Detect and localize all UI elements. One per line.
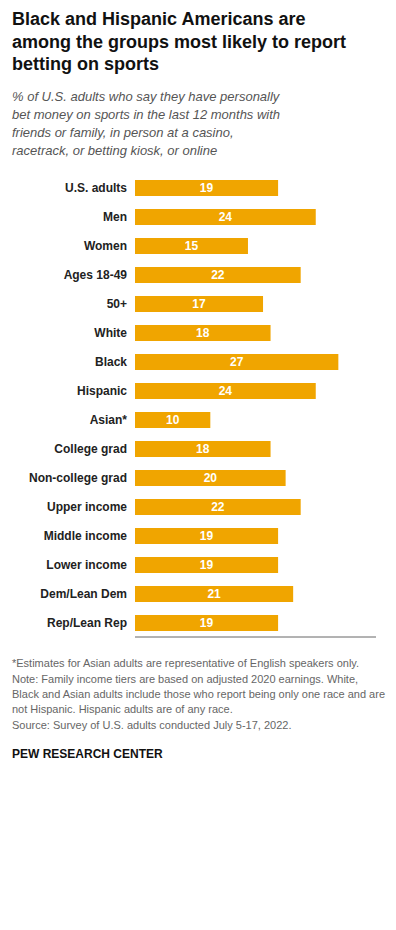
svg-text:50+: 50+ xyxy=(107,297,127,311)
svg-text:Upper income: Upper income xyxy=(47,500,127,514)
svg-text:Men: Men xyxy=(103,210,127,224)
svg-text:Lower income: Lower income xyxy=(46,558,127,572)
svg-text:Asian*: Asian* xyxy=(90,413,128,427)
svg-text:Dem/Lean Dem: Dem/Lean Dem xyxy=(40,587,127,601)
svg-text:Non-college grad: Non-college grad xyxy=(29,471,127,485)
svg-text:27: 27 xyxy=(230,356,244,370)
svg-text:15: 15 xyxy=(185,240,199,254)
svg-text:Women: Women xyxy=(84,239,127,253)
svg-text:18: 18 xyxy=(196,443,210,457)
svg-text:Ages 18-49: Ages 18-49 xyxy=(64,268,128,282)
svg-text:22: 22 xyxy=(211,501,225,515)
svg-text:Black: Black xyxy=(95,355,127,369)
svg-text:Middle income: Middle income xyxy=(44,529,128,543)
svg-text:10: 10 xyxy=(166,414,180,428)
svg-text:24: 24 xyxy=(219,385,233,399)
html-text:PEW RESEARCH CENTER: PEW RESEARCH CENTER xyxy=(12,747,163,762)
svg-text:18: 18 xyxy=(196,327,210,341)
svg-text:20: 20 xyxy=(204,472,218,486)
html-text:Note: Family income tiers are: Note: Family income tiers are based on a… xyxy=(12,672,385,716)
html-text:% of U.S. adults who say they: % of U.S. adults who say they have perso… xyxy=(12,88,281,159)
svg-text:U.S. adults: U.S. adults xyxy=(65,181,127,195)
svg-text:19: 19 xyxy=(200,182,214,196)
svg-text:Rep/Lean Rep: Rep/Lean Rep xyxy=(47,616,127,630)
svg-text:17: 17 xyxy=(192,298,206,312)
html-text:Black and Hispanic Americans a: Black and Hispanic Americans are among t… xyxy=(12,9,346,74)
svg-text:22: 22 xyxy=(211,269,225,283)
html-text:*Estimates for Asian adults ar: *Estimates for Asian adults are represen… xyxy=(12,657,360,670)
svg-text:Hispanic: Hispanic xyxy=(77,384,127,398)
svg-text:24: 24 xyxy=(219,211,233,225)
svg-text:19: 19 xyxy=(200,559,214,573)
html-text:Source: Survey of U.S. adults: Source: Survey of U.S. adults conducted … xyxy=(12,718,292,731)
svg-text:White: White xyxy=(94,326,127,340)
svg-text:College grad: College grad xyxy=(54,442,127,456)
svg-text:21: 21 xyxy=(207,588,221,602)
svg-text:19: 19 xyxy=(200,617,214,631)
svg-text:19: 19 xyxy=(200,530,214,544)
